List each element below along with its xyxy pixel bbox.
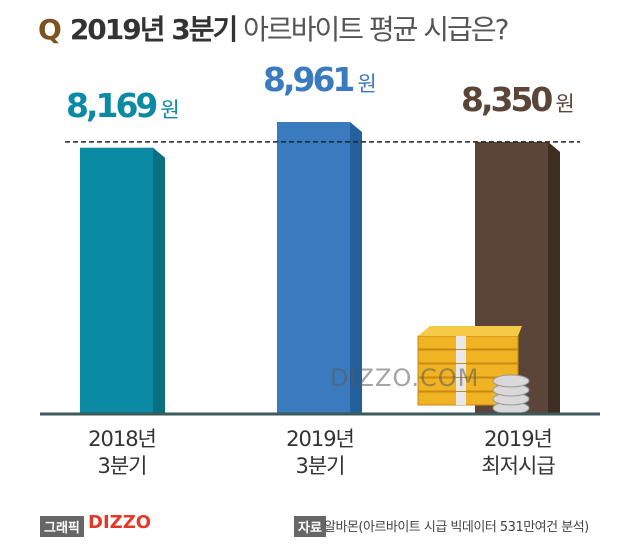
- q-mark: Q: [38, 13, 62, 46]
- title-bold: 2019년 3분기: [69, 13, 238, 46]
- category-label-1: 2019년 3분기: [286, 427, 355, 478]
- value-label-2: 8,350 원: [461, 79, 575, 119]
- cash-band: [456, 392, 466, 405]
- bar-1: [277, 122, 350, 413]
- cash-top: [418, 326, 522, 336]
- bar-0: [80, 147, 153, 413]
- watermark: DIZZO.COM: [330, 364, 480, 392]
- value-label-0: 8,169 원: [66, 85, 180, 125]
- cash-band: [456, 336, 466, 349]
- title-rest: 아르바이트 평균 시급은?: [243, 13, 509, 46]
- graphic-tag: 그래픽: [40, 516, 84, 537]
- cash-stack: [417, 349, 519, 364]
- category-label-2: 2019년 최저시급: [481, 427, 555, 478]
- cash-band: [456, 378, 466, 391]
- dizzo-logo: DIZZO: [88, 512, 152, 533]
- bar-side-2: [548, 141, 560, 413]
- cash-stack: [417, 363, 519, 378]
- bar-side-0: [153, 147, 165, 413]
- cash-stack: [417, 335, 519, 350]
- cash-band: [456, 364, 466, 377]
- bar-side-1: [350, 122, 362, 413]
- page-title: Q 2019년 3분기 아르바이트 평균 시급은?: [38, 8, 509, 48]
- value-label-1: 8,961 원: [263, 60, 377, 99]
- source-text: 알바몬(아르바이트 시급 빅데이터 531만여건 분석): [324, 520, 589, 535]
- category-label-0: 2018년 3분기: [88, 427, 157, 478]
- source-tag: 자료: [294, 516, 326, 537]
- cash-band: [456, 350, 466, 363]
- coin: [492, 374, 530, 388]
